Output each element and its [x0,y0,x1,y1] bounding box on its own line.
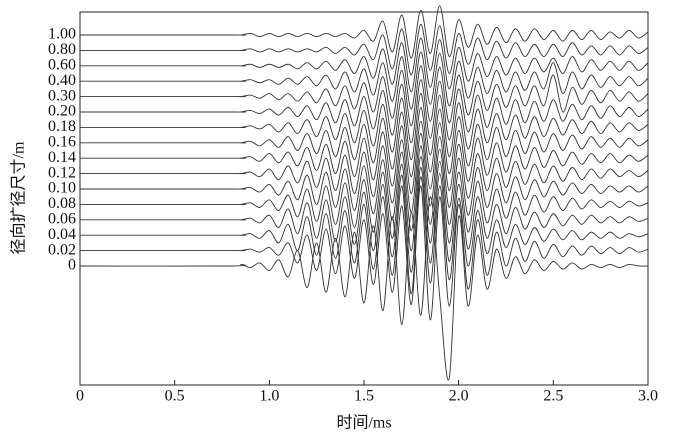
trace [80,133,649,213]
trace-label: 0.40 [48,72,76,89]
x-tick-label: 0.5 [165,388,185,405]
trace [80,185,649,321]
x-tick-label: 2.0 [449,388,469,405]
trace-label: 0.20 [48,103,76,120]
trace [79,51,649,110]
trace [80,106,649,178]
trace-label: 0 [68,257,76,274]
x-tick-label: 2.5 [543,388,563,405]
trace-label: 0.02 [48,241,76,258]
trace [80,176,649,295]
y-axis-label: 径向扩径尺寸/m [10,141,28,254]
trace-label: 1.00 [48,26,76,43]
trace-label: 0.30 [48,87,76,104]
x-tick-label: 3.0 [638,388,658,405]
trace [80,120,649,195]
x-tick-label: 1.0 [259,388,279,405]
trace [79,93,649,161]
trace-label: 0.04 [48,226,76,243]
x-tick-label: 1.5 [354,388,374,405]
trace-label: 0.08 [48,195,76,212]
trace-label: 0.18 [48,118,76,135]
x-tick-label: 0 [76,388,84,405]
plot-frame [79,11,649,386]
trace [80,37,649,93]
trace-label: 0.06 [48,210,76,227]
trace [80,156,649,252]
trace [79,196,649,381]
trace-label: 0.14 [48,149,76,166]
trace [80,166,649,273]
trace [79,23,649,76]
x-axis-label: 时间/ms [336,414,391,432]
trace [80,79,649,144]
trace-label: 0.60 [48,56,76,73]
trace-label: 0.16 [48,133,76,150]
trace [80,5,649,59]
trace-label: 0.12 [48,164,76,181]
trace-label: 0.10 [48,180,76,197]
trace [79,145,649,232]
trace [79,65,649,127]
trace-label: 0.80 [48,41,76,58]
